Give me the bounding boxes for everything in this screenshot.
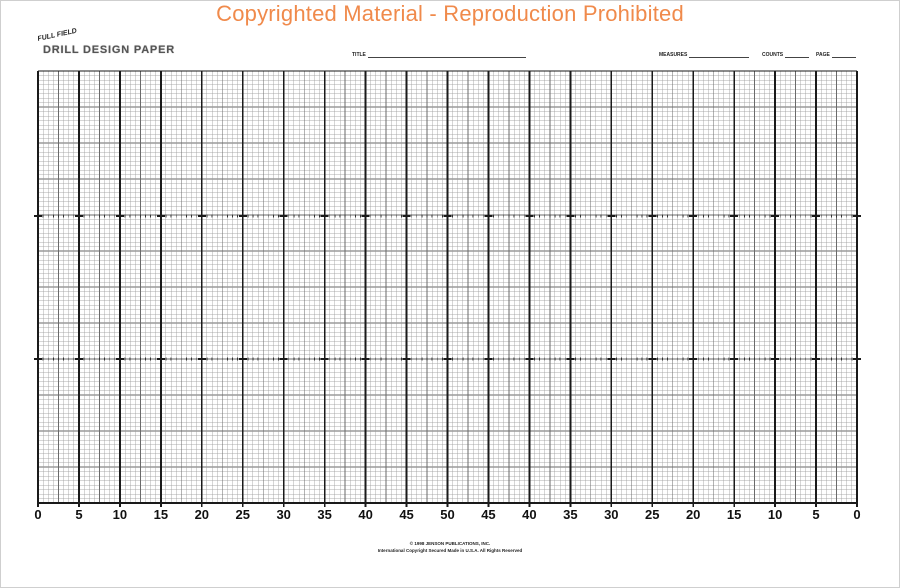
yard-label: 35 bbox=[563, 507, 577, 522]
yard-label: 40 bbox=[522, 507, 536, 522]
yard-label: 30 bbox=[604, 507, 618, 522]
yard-label: 50 bbox=[440, 507, 454, 522]
yard-label: 10 bbox=[768, 507, 782, 522]
footer-rights: International Copyright Secured Made in … bbox=[377, 548, 523, 553]
yard-label: 15 bbox=[727, 507, 741, 522]
measures-line bbox=[689, 52, 750, 58]
counts-field: COUNTS bbox=[762, 52, 810, 58]
page-field: PAGE bbox=[816, 52, 856, 58]
yard-label: 5 bbox=[75, 507, 82, 522]
yard-label: 10 bbox=[113, 507, 127, 522]
title-field: TITLE bbox=[352, 52, 526, 58]
drill-paper-logo: FULL FIELD DRILL DESIGN PAPER bbox=[37, 28, 187, 60]
title-label: TITLE bbox=[352, 52, 366, 58]
measures-label: MEASURES bbox=[659, 52, 688, 58]
copyright-watermark: Copyrighted Material - Reproduction Proh… bbox=[216, 1, 684, 26]
yard-label: 0 bbox=[34, 507, 41, 522]
yard-label: 15 bbox=[154, 507, 168, 522]
page-label: PAGE bbox=[816, 52, 830, 58]
yard-label: 0 bbox=[853, 507, 860, 522]
yard-label: 35 bbox=[317, 507, 331, 522]
page-line bbox=[831, 52, 856, 58]
counts-label: COUNTS bbox=[762, 52, 784, 58]
counts-line bbox=[785, 52, 810, 58]
yard-label: 45 bbox=[399, 507, 413, 522]
logo-big-text: DRILL DESIGN PAPER bbox=[43, 44, 175, 56]
yard-label: 25 bbox=[645, 507, 659, 522]
title-line bbox=[367, 52, 526, 58]
footer-copyright: © 1998 JENSON PUBLICATIONS, INC. bbox=[409, 541, 491, 546]
yard-label: 40 bbox=[358, 507, 372, 522]
measures-field: MEASURES bbox=[659, 52, 750, 58]
yard-label: 30 bbox=[276, 507, 290, 522]
yard-label: 5 bbox=[812, 507, 819, 522]
yard-label: 45 bbox=[481, 507, 495, 522]
yard-label: 20 bbox=[195, 507, 209, 522]
yard-label: 20 bbox=[686, 507, 700, 522]
yard-label: 25 bbox=[236, 507, 250, 522]
